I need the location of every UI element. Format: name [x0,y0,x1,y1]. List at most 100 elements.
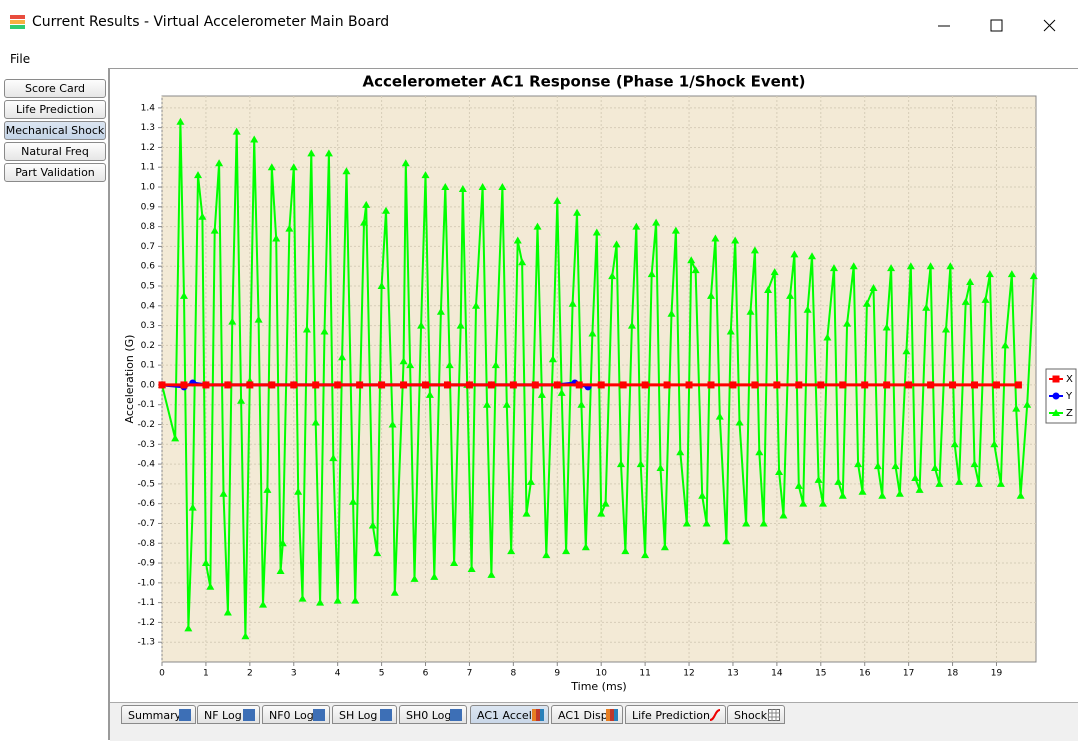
chart-panel: Accelerometer AC1 Response (Phase 1/Shoc… [110,68,1078,703]
tab[interactable]: Summary [121,705,196,724]
side-button[interactable]: Part Validation [4,163,106,182]
data-point [259,600,268,608]
data-point [334,381,342,389]
data-point [456,321,465,329]
legend-label: Z [1066,408,1073,419]
y-tick-label: -0.6 [137,499,155,509]
data-point [483,400,492,408]
x-tick-label: 7 [467,669,473,679]
legend-label: X [1066,374,1073,385]
y-tick-label: 0.3 [141,321,155,331]
tab[interactable]: AC1 Disp [551,705,623,724]
side-button[interactable]: Life Prediction [4,100,106,119]
tab[interactable]: AC1 Accel [470,705,549,724]
data-point [656,464,665,472]
y-tick-label: 0.2 [141,341,155,351]
side-button[interactable]: Score Card [4,79,106,98]
data-point [849,262,858,270]
data-point [731,236,740,244]
data-point [676,448,685,456]
chart: Accelerometer AC1 Response (Phase 1/Shoc… [123,73,1077,693]
side-button[interactable]: Mechanical Shock [4,121,106,140]
data-point [759,519,768,527]
tab-label: NF Log [204,709,242,722]
tab-bar: Summary NF Log NF0 Log SH Log SH0 Log AC… [110,702,1078,741]
x-tick-label: 13 [727,669,738,679]
data-point [443,381,451,389]
x-tick-label: 5 [379,669,385,679]
data-point [636,460,645,468]
tab-icon [450,709,462,721]
data-point [487,570,496,578]
data-point [232,127,241,135]
data-point [430,572,439,580]
data-point [823,333,832,341]
data-point [531,381,539,389]
data-point [839,381,847,389]
data-point [351,596,360,604]
data-point [285,224,294,232]
data-point [406,361,415,369]
tab[interactable]: Shock [727,705,785,724]
x-tick-label: 17 [903,669,914,679]
data-point [808,252,817,260]
tab-label: Summary [128,709,182,722]
data-point [401,159,410,167]
close[interactable] [1043,19,1056,32]
x-tick-label: 8 [510,669,516,679]
tab[interactable]: NF Log [197,705,260,724]
data-point [198,212,207,220]
data-point [971,381,979,389]
x-tick-label: 19 [991,669,1003,679]
data-point [180,381,188,389]
data-point [349,497,358,505]
data-point [467,564,476,572]
y-tick-label: -0.5 [137,479,155,489]
data-point [817,381,825,389]
data-point [632,222,641,230]
data-point [542,551,551,559]
data-point [601,499,610,507]
series-line [161,121,1035,637]
data-point [814,475,823,483]
data-point [356,381,364,389]
data-point [698,491,707,499]
data-point [373,549,382,557]
menu-item[interactable]: File [10,52,31,66]
data-point [902,347,911,355]
tab[interactable]: SH0 Log [399,705,467,724]
y-tick-label: 0.5 [141,281,155,291]
data-point [905,381,913,389]
data-point [990,440,999,448]
tab[interactable]: NF0 Log [262,705,330,724]
data-point [799,499,808,507]
data-point [491,361,500,369]
data-point [1012,404,1021,412]
data-point [858,487,867,495]
tab[interactable]: SH Log [332,705,397,724]
window-controls [938,19,1056,32]
data-point [790,250,799,258]
side-button[interactable]: Natural Freq [4,142,106,161]
data-point [425,390,434,398]
tab[interactable]: Life Prediction [625,705,726,724]
data-point [194,171,203,179]
tab-label: Life Prediction [632,709,710,722]
data-point [887,264,896,272]
maximize[interactable] [990,19,1003,32]
data-point [1014,381,1022,389]
data-point [507,547,516,555]
data-point [533,222,542,230]
data-point [219,489,228,497]
data-point [621,547,630,555]
data-point [949,381,957,389]
data-point [224,381,232,389]
data-point [302,325,311,333]
x-tick-label: 9 [554,669,560,679]
data-point [592,228,601,236]
data-point [992,381,1000,389]
chart-title: Accelerometer AC1 Response (Phase 1/Shoc… [363,73,806,91]
data-point [311,418,320,426]
data-point [660,543,669,551]
